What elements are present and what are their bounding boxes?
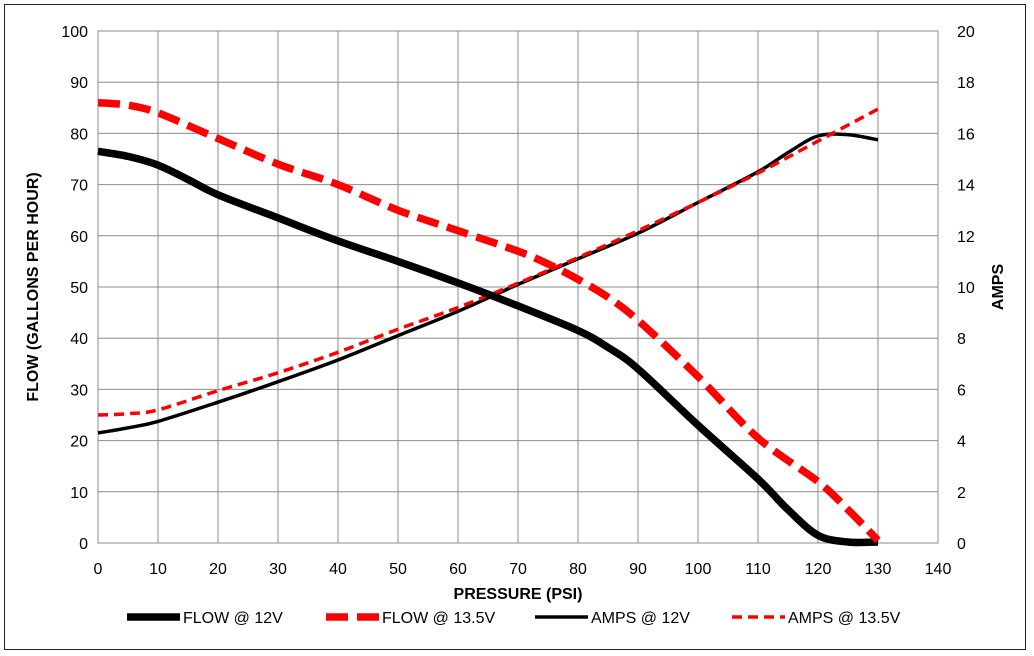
x-tick-label: 110 xyxy=(745,561,771,578)
y-right-tick-label: 2 xyxy=(957,485,966,502)
series-line-flow-13-5v xyxy=(97,98,881,544)
y-axis-left-title: FLOW (GALLONS PER HOUR) xyxy=(25,172,42,401)
x-tick-label: 0 xyxy=(94,561,103,578)
y-left-tick-label: 40 xyxy=(70,331,88,348)
x-tick-label: 100 xyxy=(685,561,712,578)
series-line-flow-12v xyxy=(97,147,879,547)
legend: FLOW @ 12V FLOW @ 13.5V AMPS @ 12V AMPS @ 1… xyxy=(127,610,901,627)
y-right-tick-label: 20 xyxy=(957,24,975,41)
x-tick-label: 80 xyxy=(569,561,587,578)
y-right-tick-label: 18 xyxy=(957,75,975,92)
x-tick-label: 10 xyxy=(149,561,167,578)
y-right-tick-label: 16 xyxy=(957,126,975,143)
series-line-amps-13-5v xyxy=(97,107,879,417)
right-axis-ticks: 0 2 4 6 8 10 12 14 16 18 20 xyxy=(957,24,975,553)
x-tick-label: 60 xyxy=(449,561,467,578)
y-axis-right-title: AMPS xyxy=(990,264,1007,311)
left-axis-ticks: 0 10 20 30 40 50 60 70 80 90 100 xyxy=(61,24,88,553)
y-right-tick-label: 6 xyxy=(957,382,966,399)
x-tick-label: 30 xyxy=(269,561,287,578)
x-tick-label: 50 xyxy=(389,561,407,578)
x-axis-ticks: 0 10 20 30 40 50 60 70 80 90 100 110 120 130 140 xyxy=(94,561,952,578)
x-tick-label: 130 xyxy=(865,561,892,578)
y-left-tick-label: 90 xyxy=(70,75,88,92)
legend-label: FLOW @ 12V xyxy=(183,610,283,627)
y-right-tick-label: 10 xyxy=(957,280,975,297)
y-left-tick-label: 60 xyxy=(70,229,88,246)
legend-label: AMPS @ 12V xyxy=(591,610,690,627)
legend-label: FLOW @ 13.5V xyxy=(382,610,495,627)
series-layer xyxy=(97,98,881,547)
y-right-tick-label: 8 xyxy=(957,331,966,348)
y-left-tick-label: 0 xyxy=(79,536,88,553)
y-left-tick-label: 100 xyxy=(61,24,88,41)
x-tick-label: 20 xyxy=(209,561,227,578)
plot-area-border xyxy=(97,30,939,544)
grid-lines xyxy=(97,30,939,544)
x-axis-title: PRESSURE (PSI) xyxy=(454,586,583,603)
legend-label: AMPS @ 13.5V xyxy=(788,610,901,627)
y-right-tick-label: 12 xyxy=(957,229,975,246)
y-left-tick-label: 10 xyxy=(70,485,88,502)
series-line-amps-12v xyxy=(97,132,879,435)
x-tick-label: 40 xyxy=(329,561,347,578)
y-right-tick-label: 0 xyxy=(957,536,966,553)
y-left-tick-label: 70 xyxy=(70,178,88,195)
x-tick-label: 70 xyxy=(509,561,527,578)
y-right-tick-label: 14 xyxy=(957,178,975,195)
x-tick-label: 120 xyxy=(805,561,832,578)
y-left-tick-label: 50 xyxy=(70,280,88,297)
x-tick-label: 90 xyxy=(629,561,647,578)
y-right-tick-label: 4 xyxy=(957,434,966,451)
y-left-tick-label: 30 xyxy=(70,382,88,399)
y-left-tick-label: 20 xyxy=(70,434,88,451)
x-tick-label: 140 xyxy=(925,561,952,578)
y-left-tick-label: 80 xyxy=(70,126,88,143)
